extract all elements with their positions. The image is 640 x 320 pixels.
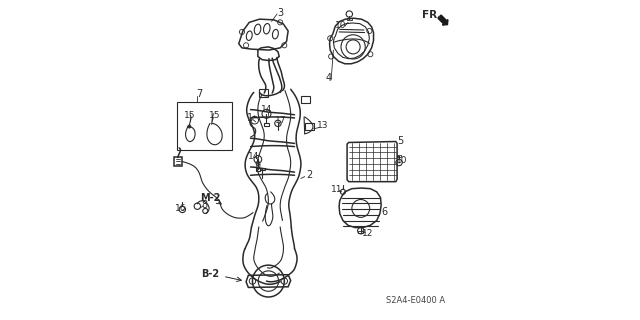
Text: 5: 5 bbox=[397, 136, 403, 146]
Text: 16: 16 bbox=[175, 204, 186, 213]
Text: 8: 8 bbox=[202, 200, 208, 210]
Text: 6: 6 bbox=[381, 207, 387, 217]
FancyArrow shape bbox=[438, 15, 448, 25]
Text: 10: 10 bbox=[396, 156, 408, 165]
Text: M-2: M-2 bbox=[200, 193, 220, 203]
Text: 4: 4 bbox=[326, 73, 332, 83]
Text: 15: 15 bbox=[209, 111, 220, 120]
Text: 9: 9 bbox=[255, 161, 261, 172]
Text: B-2: B-2 bbox=[201, 269, 219, 279]
Text: FR.: FR. bbox=[422, 10, 442, 20]
Text: 10: 10 bbox=[335, 21, 346, 30]
Text: 13: 13 bbox=[317, 121, 329, 130]
Text: 11: 11 bbox=[331, 185, 342, 194]
Bar bbox=[177, 102, 232, 150]
Text: S2A4-E0400 A: S2A4-E0400 A bbox=[386, 296, 445, 305]
Text: 12: 12 bbox=[362, 229, 374, 238]
Text: 1: 1 bbox=[247, 113, 253, 123]
Text: 14: 14 bbox=[248, 152, 259, 161]
Text: 15: 15 bbox=[184, 111, 196, 120]
Text: 3: 3 bbox=[277, 8, 284, 18]
Circle shape bbox=[188, 125, 191, 128]
Text: 17: 17 bbox=[275, 116, 287, 125]
Text: 14: 14 bbox=[260, 105, 272, 114]
Text: 7: 7 bbox=[196, 89, 203, 99]
Text: 2: 2 bbox=[307, 170, 313, 180]
